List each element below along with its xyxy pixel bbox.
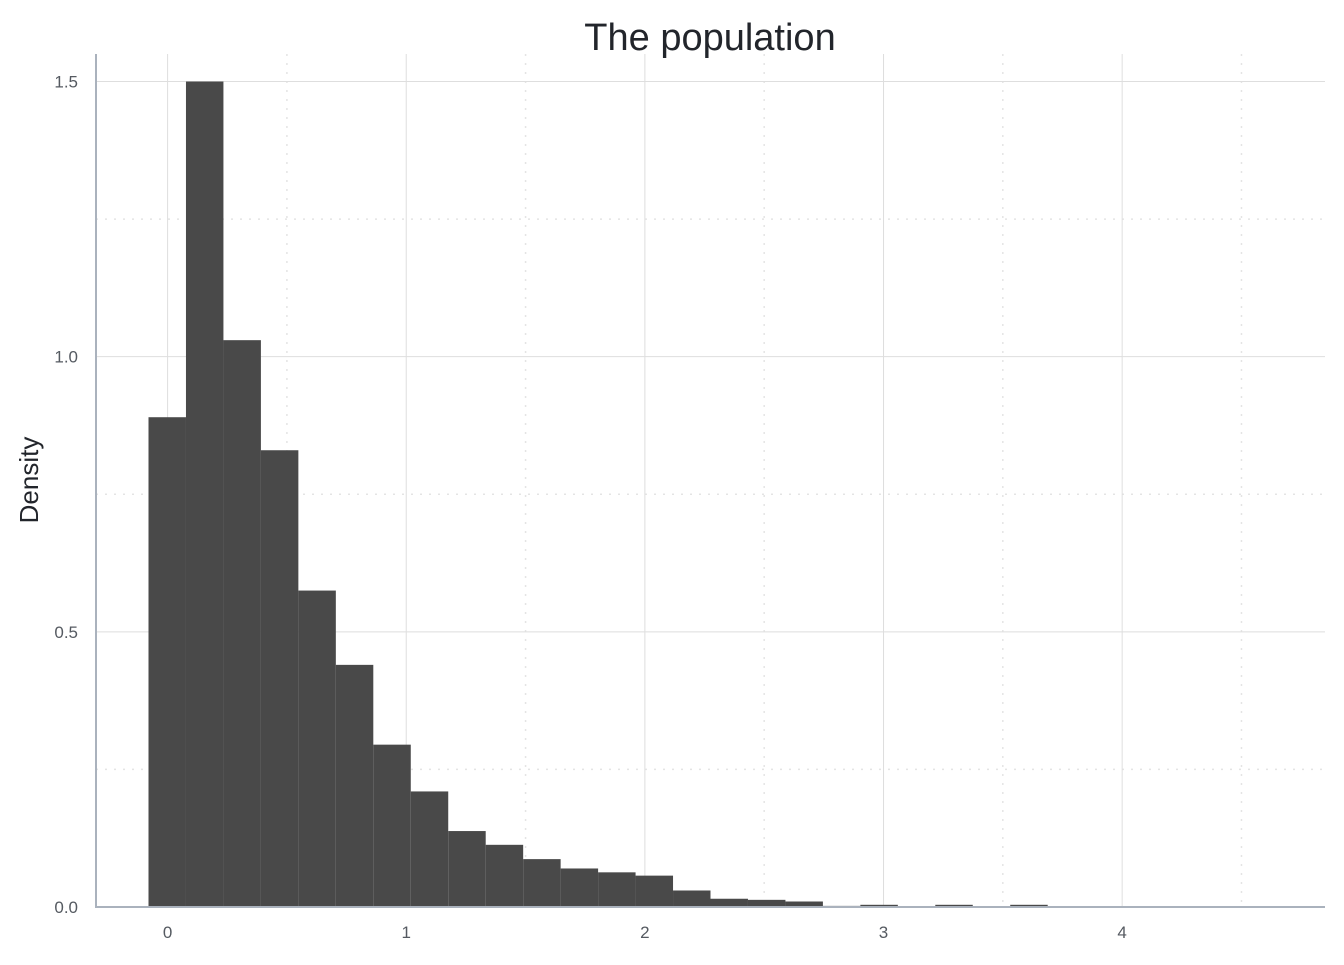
histogram-bar <box>785 901 823 907</box>
histogram-bar <box>1010 904 1048 907</box>
y-tick-label: 1.5 <box>54 73 78 92</box>
histogram-bar <box>747 899 786 907</box>
histogram-bar <box>935 904 973 907</box>
histogram-bar <box>485 844 524 907</box>
histogram-bar <box>635 875 674 907</box>
x-tick-label: 3 <box>879 923 888 942</box>
y-tick-label: 0.0 <box>54 898 78 917</box>
histogram-bar <box>560 868 599 907</box>
x-tick-label: 4 <box>1117 923 1126 942</box>
histogram-bar <box>523 859 561 907</box>
histogram-bar <box>598 872 636 907</box>
x-tick-label: 2 <box>640 923 649 942</box>
histogram-bar <box>373 744 411 907</box>
histogram-bar <box>673 890 711 907</box>
histogram-bar <box>710 898 748 907</box>
chart-title: The population <box>584 17 835 59</box>
histogram-bar <box>185 81 224 908</box>
histogram-bar <box>298 590 336 907</box>
histogram-bar <box>335 664 374 907</box>
bars-layer <box>148 81 1048 908</box>
y-tick-label: 0.5 <box>54 623 78 642</box>
histogram-bar <box>448 831 486 907</box>
y-axis-label: Density <box>14 437 44 524</box>
histogram-bar <box>260 450 299 907</box>
axes-layer <box>95 54 1325 908</box>
y-tick-label: 1.0 <box>54 348 78 367</box>
x-tick-label: 0 <box>163 923 172 942</box>
x-tick-label: 1 <box>401 923 410 942</box>
histogram-bar <box>860 904 898 907</box>
histogram-bar <box>223 340 261 908</box>
histogram-bar <box>410 791 449 907</box>
ticks-layer: 0 1 2 3 4 0.0 0.5 1.0 1.5 <box>54 73 1127 942</box>
histogram-bar <box>148 417 186 907</box>
